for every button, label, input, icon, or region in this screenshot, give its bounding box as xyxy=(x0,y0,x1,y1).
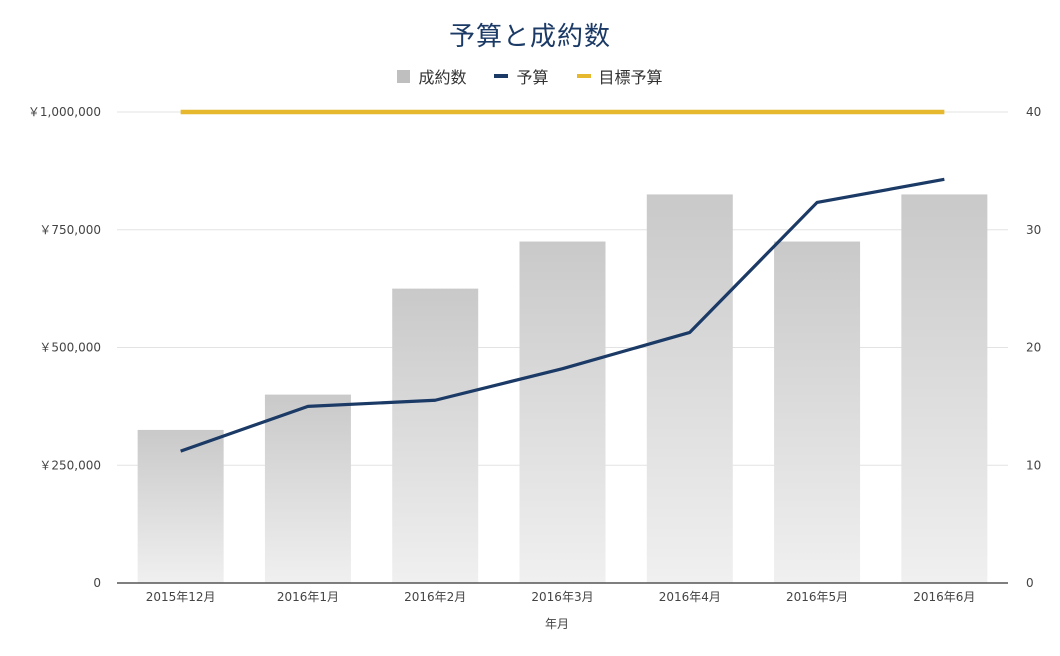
chart-title: 予算と成約数 xyxy=(448,22,611,52)
legend-item-target-budget: 目標予算 xyxy=(576,64,663,88)
bar-series xyxy=(137,194,988,584)
y-left-tick-label-2: ￥500,000 xyxy=(39,341,101,355)
x-tick-label-5: 2016年5月 xyxy=(786,590,848,604)
y-left-tick-label-3: ￥750,000 xyxy=(39,223,101,237)
y-right-tick-label-3: 30 xyxy=(1026,223,1041,237)
legend-swatch-budget xyxy=(494,74,509,78)
y-left-tick-label-4: ￥1,000,000 xyxy=(28,105,101,119)
legend-label-target-budget: 目標予算 xyxy=(598,68,663,87)
bar-6 xyxy=(901,194,988,584)
x-tick-label-6: 2016年6月 xyxy=(913,590,975,604)
bar-0 xyxy=(137,429,224,583)
bar-5 xyxy=(774,241,861,583)
x-tick-label-3: 2016年3月 xyxy=(531,590,593,604)
line-series xyxy=(180,109,945,453)
y-right-tick-label-0: 0 xyxy=(1026,576,1034,590)
x-tick-label-1: 2016年1月 xyxy=(277,590,339,604)
bar-1 xyxy=(264,394,351,583)
axis-labels: 0 ￥250,000 ￥500,000 ￥750,000 ￥1,000,000 0 10 20… xyxy=(28,105,1041,604)
y-right-tick-label-1: 10 xyxy=(1026,458,1041,472)
bar-2 xyxy=(392,288,479,583)
x-tick-label-2: 2016年2月 xyxy=(404,590,466,604)
bar-4 xyxy=(646,194,733,584)
legend-label-budget: 予算 xyxy=(516,68,549,87)
y-right-tick-label-2: 20 xyxy=(1026,341,1041,355)
y-right-tick-label-4: 40 xyxy=(1026,105,1041,119)
x-axis-title: 年月 xyxy=(545,617,569,631)
legend: 成約数 予算 目標予算 xyxy=(0,64,1060,88)
budget-line xyxy=(180,177,945,453)
legend-item-bookings: 成約数 xyxy=(397,64,466,88)
x-tick-label-4: 2016年4月 xyxy=(659,590,721,604)
y-left-tick-label-0: 0 xyxy=(93,576,101,590)
legend-label-bookings: 成約数 xyxy=(418,68,467,87)
bar-3 xyxy=(519,241,606,583)
y-left-tick-label-1: ￥250,000 xyxy=(39,458,101,472)
legend-swatch-target-budget xyxy=(576,74,591,78)
legend-swatch-bookings xyxy=(397,69,411,83)
x-tick-label-0: 2015年12月 xyxy=(146,590,216,604)
legend-item-budget: 予算 xyxy=(494,64,549,88)
